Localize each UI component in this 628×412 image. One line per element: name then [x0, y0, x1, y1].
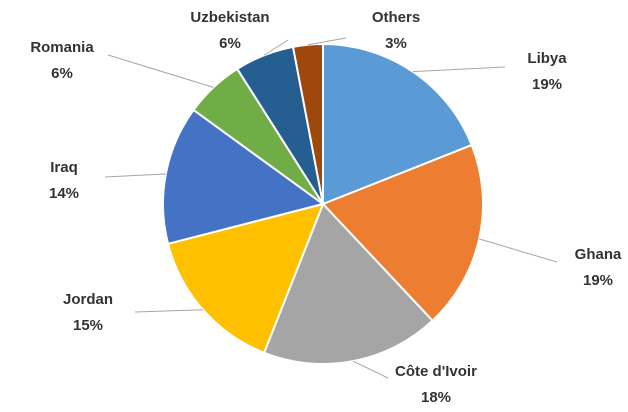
leader-line [107, 54, 214, 88]
slice-label: Romania [30, 39, 94, 56]
slice-value-label: 14% [49, 185, 79, 202]
slice-value-label: 19% [583, 272, 613, 289]
pie-slice [322, 42, 474, 206]
slice-label: Libya [527, 50, 567, 67]
slice-value-label: 18% [421, 389, 451, 406]
leader-line [412, 66, 506, 73]
leader-line [352, 360, 389, 379]
leader-line [263, 39, 289, 56]
leader-line [134, 309, 203, 313]
slice-label: Iraq [50, 159, 78, 176]
slice-label: Uzbekistan [190, 9, 269, 26]
slice-value-label: 6% [51, 65, 73, 82]
slice-value-label: 19% [532, 76, 562, 93]
pie-slice [166, 202, 325, 355]
leader-line [307, 37, 347, 46]
pie-slice [162, 108, 326, 246]
slice-value-label: 15% [73, 317, 103, 334]
slice-value-label: 3% [385, 35, 407, 52]
slice-label: Ghana [575, 246, 622, 263]
pie-slice [321, 143, 484, 323]
leader-line [479, 238, 558, 263]
slice-label: Jordan [63, 291, 113, 308]
slice-value-label: 6% [219, 35, 241, 52]
slice-label: Côte d'Ivoir [395, 363, 477, 380]
leader-line [104, 173, 166, 178]
slice-label: Others [372, 9, 420, 26]
